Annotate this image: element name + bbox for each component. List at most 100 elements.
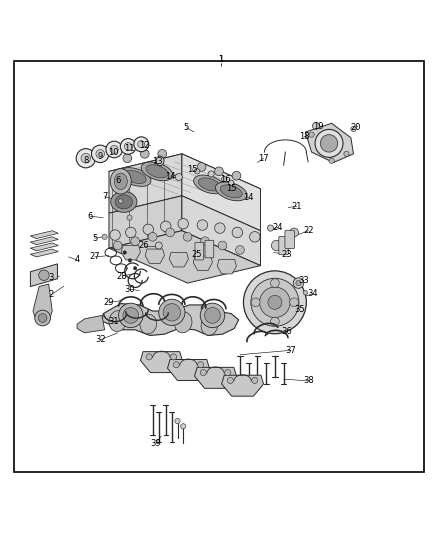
Text: 14: 14 bbox=[165, 173, 175, 182]
Text: 6: 6 bbox=[115, 175, 120, 184]
Circle shape bbox=[178, 219, 188, 229]
Text: 8: 8 bbox=[83, 156, 88, 165]
Text: 39: 39 bbox=[150, 439, 161, 448]
Circle shape bbox=[194, 169, 200, 174]
Circle shape bbox=[205, 308, 220, 323]
Circle shape bbox=[225, 369, 231, 376]
Ellipse shape bbox=[201, 316, 218, 335]
Circle shape bbox=[110, 146, 118, 154]
Ellipse shape bbox=[120, 167, 151, 187]
Circle shape bbox=[236, 246, 244, 254]
Text: 28: 28 bbox=[117, 272, 127, 280]
Text: 37: 37 bbox=[286, 346, 297, 355]
Polygon shape bbox=[30, 243, 58, 251]
Circle shape bbox=[268, 295, 282, 309]
Text: 2: 2 bbox=[48, 290, 53, 300]
Text: 6: 6 bbox=[88, 212, 93, 221]
Text: 5: 5 bbox=[92, 233, 97, 243]
Circle shape bbox=[215, 167, 223, 176]
Circle shape bbox=[208, 171, 214, 177]
Circle shape bbox=[200, 369, 206, 376]
Circle shape bbox=[252, 377, 258, 384]
Text: 9: 9 bbox=[98, 152, 103, 161]
Text: 22: 22 bbox=[303, 226, 314, 235]
Circle shape bbox=[200, 303, 225, 328]
Ellipse shape bbox=[140, 314, 157, 334]
Ellipse shape bbox=[115, 195, 133, 209]
Circle shape bbox=[126, 227, 136, 238]
Polygon shape bbox=[182, 196, 261, 265]
Circle shape bbox=[81, 154, 91, 163]
Text: 4: 4 bbox=[74, 255, 80, 264]
Circle shape bbox=[329, 158, 334, 164]
Text: 26: 26 bbox=[138, 241, 149, 250]
Text: 7: 7 bbox=[102, 192, 107, 201]
Circle shape bbox=[160, 221, 171, 231]
Circle shape bbox=[197, 220, 208, 230]
Text: 15: 15 bbox=[226, 184, 237, 193]
Circle shape bbox=[244, 271, 306, 334]
Polygon shape bbox=[109, 231, 261, 283]
Polygon shape bbox=[102, 304, 239, 335]
Text: 27: 27 bbox=[89, 253, 100, 261]
Text: 11: 11 bbox=[124, 144, 135, 153]
Text: 32: 32 bbox=[95, 335, 106, 344]
Circle shape bbox=[106, 141, 123, 158]
Polygon shape bbox=[33, 284, 52, 321]
Text: 30: 30 bbox=[124, 285, 135, 294]
Circle shape bbox=[271, 317, 279, 326]
Circle shape bbox=[119, 303, 143, 328]
Text: 1: 1 bbox=[219, 54, 224, 63]
Text: 15: 15 bbox=[187, 165, 197, 174]
Circle shape bbox=[227, 377, 233, 384]
Text: 19: 19 bbox=[313, 122, 324, 131]
Circle shape bbox=[173, 362, 179, 368]
Text: 21: 21 bbox=[291, 202, 302, 211]
FancyBboxPatch shape bbox=[195, 243, 204, 260]
Circle shape bbox=[163, 304, 180, 321]
Circle shape bbox=[96, 150, 105, 158]
Text: 24: 24 bbox=[273, 223, 283, 232]
Ellipse shape bbox=[198, 178, 220, 191]
Circle shape bbox=[155, 242, 162, 249]
Circle shape bbox=[272, 240, 282, 251]
Circle shape bbox=[198, 362, 204, 368]
Polygon shape bbox=[30, 237, 58, 245]
Text: 31: 31 bbox=[108, 317, 119, 326]
Text: 14: 14 bbox=[244, 193, 254, 202]
Ellipse shape bbox=[110, 169, 131, 194]
FancyBboxPatch shape bbox=[279, 236, 288, 255]
Ellipse shape bbox=[124, 171, 146, 183]
Circle shape bbox=[120, 139, 136, 154]
Circle shape bbox=[141, 149, 149, 158]
Polygon shape bbox=[30, 264, 57, 287]
Text: 33: 33 bbox=[299, 276, 310, 285]
Ellipse shape bbox=[194, 175, 225, 194]
Circle shape bbox=[229, 180, 234, 185]
Circle shape bbox=[251, 278, 299, 326]
Ellipse shape bbox=[109, 311, 127, 332]
Circle shape bbox=[148, 232, 157, 241]
Circle shape bbox=[143, 224, 153, 235]
Circle shape bbox=[123, 251, 127, 254]
Circle shape bbox=[134, 266, 137, 270]
Circle shape bbox=[351, 126, 356, 132]
Polygon shape bbox=[109, 196, 182, 248]
Circle shape bbox=[197, 163, 206, 171]
Circle shape bbox=[344, 151, 349, 157]
Polygon shape bbox=[109, 154, 261, 206]
Circle shape bbox=[128, 259, 132, 262]
Circle shape bbox=[138, 141, 145, 148]
Polygon shape bbox=[193, 256, 212, 270]
Circle shape bbox=[119, 199, 123, 203]
Text: 38: 38 bbox=[303, 376, 314, 385]
Polygon shape bbox=[30, 231, 58, 239]
Circle shape bbox=[218, 241, 227, 250]
Text: 5: 5 bbox=[184, 123, 189, 132]
Circle shape bbox=[102, 234, 107, 239]
Circle shape bbox=[158, 149, 166, 158]
Circle shape bbox=[260, 287, 290, 318]
Circle shape bbox=[170, 354, 177, 360]
Circle shape bbox=[215, 223, 225, 233]
FancyBboxPatch shape bbox=[285, 230, 294, 248]
